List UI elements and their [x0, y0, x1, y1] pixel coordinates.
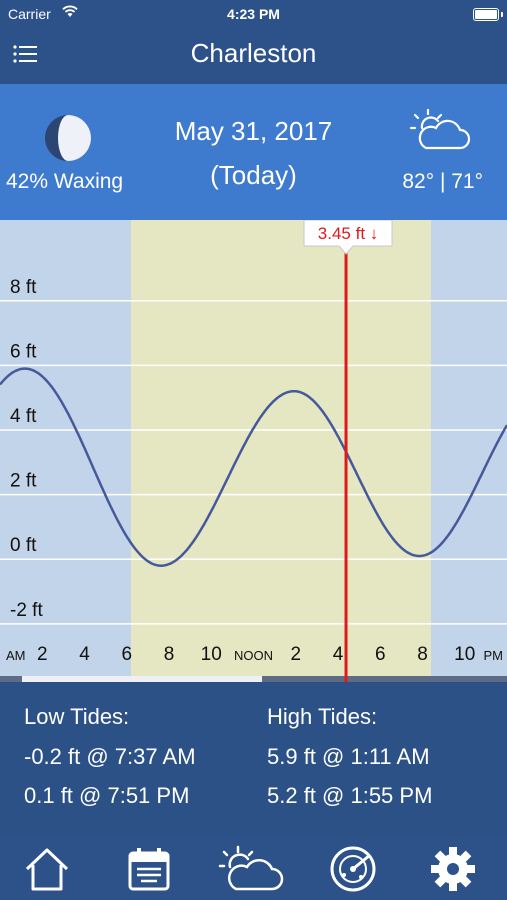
- daylight-band: [130, 220, 431, 682]
- y-tick-label: 2 ft: [10, 471, 37, 492]
- high-tides-header: High Tides:: [267, 704, 378, 729]
- x-tick-label: 10: [454, 644, 475, 665]
- tide-curve: [0, 367, 507, 567]
- x-tick-label: PM: [484, 648, 504, 663]
- menu-icon[interactable]: [12, 42, 40, 66]
- page-title: Charleston: [190, 38, 317, 68]
- low-tides-column: Low Tides: -0.2 ft @ 7:37 AM 0.1 ft @ 7:…: [24, 704, 196, 822]
- tides-summary: Low Tides: -0.2 ft @ 7:37 AM 0.1 ft @ 7:…: [0, 682, 507, 837]
- high-tide-1: 5.9 ft @ 1:11 AM: [267, 744, 430, 769]
- current-level-callout: [303, 220, 393, 255]
- today-label: (Today): [210, 160, 297, 190]
- x-tick-label: AM: [6, 648, 26, 663]
- low-tide-1: -0.2 ft @ 7:37 AM: [24, 744, 196, 769]
- temperature-label: 82° | 71°: [402, 170, 483, 193]
- x-tick-label: 8: [417, 644, 428, 665]
- tab-bar: [0, 837, 507, 900]
- x-tick-label: 4: [333, 644, 344, 665]
- y-tick-label: 6 ft: [10, 341, 37, 362]
- wifi-icon: [62, 5, 78, 17]
- tide-chart[interactable]: 8 ft 6 ft 4 ft 2 ft 0 ft -2 ft AM 2 4 6 8 10 NOON 2 4…: [0, 220, 507, 682]
- moon-phase-label: 42% Waxing: [6, 170, 124, 193]
- status-time: 4:23 PM: [227, 6, 280, 22]
- scroll-thumb: [22, 676, 262, 682]
- y-tick-label: 8 ft: [10, 277, 37, 298]
- x-tick-label: 8: [164, 644, 175, 665]
- y-tick-label: -2 ft: [10, 600, 43, 621]
- radar-icon[interactable]: [328, 845, 378, 893]
- nav-bar: Charleston: [0, 28, 507, 84]
- high-tide-2: 5.2 ft @ 1:55 PM: [267, 783, 433, 808]
- x-tick-label: 6: [375, 644, 386, 665]
- x-tick-label: 6: [121, 644, 132, 665]
- x-tick-label: 2: [37, 644, 48, 665]
- moon-icon: [45, 115, 91, 161]
- low-tide-2: 0.1 ft @ 7:51 PM: [24, 783, 190, 808]
- calendar-icon[interactable]: [124, 845, 174, 893]
- date-label: May 31, 2017: [174, 116, 333, 146]
- x-tick-label: 2: [290, 644, 301, 665]
- carrier-label: Carrier: [8, 6, 51, 22]
- low-tides-header: Low Tides:: [24, 704, 130, 729]
- home-icon[interactable]: [22, 845, 72, 893]
- x-tick-label: 10: [201, 644, 222, 665]
- y-tick-label: 4 ft: [10, 406, 37, 427]
- weather-icon[interactable]: [218, 845, 284, 893]
- x-tick-label: 4: [79, 644, 90, 665]
- current-level-label: 3.45 ft ↓: [318, 224, 378, 243]
- day-info-panel: 42% Waxing May 31, 2017 (Today) 82° | 71…: [0, 84, 507, 220]
- status-bar: Carrier 4:23 PM: [0, 0, 507, 28]
- partly-cloudy-icon: [409, 108, 471, 150]
- battery-icon: [473, 8, 503, 21]
- y-tick-label: 0 ft: [10, 535, 37, 556]
- high-tides-column: High Tides: 5.9 ft @ 1:11 AM 5.2 ft @ 1:…: [267, 704, 432, 822]
- gear-icon[interactable]: [428, 845, 478, 893]
- x-tick-label: NOON: [234, 648, 273, 663]
